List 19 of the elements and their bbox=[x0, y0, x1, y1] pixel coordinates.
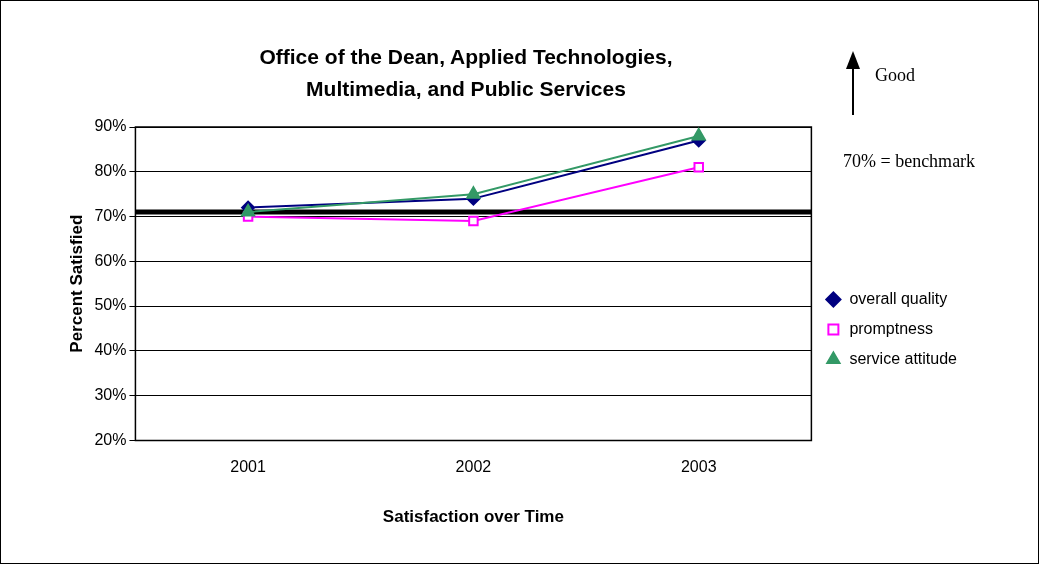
y-tick-label: 70% bbox=[94, 206, 127, 224]
y-tick-label: 90% bbox=[94, 117, 127, 135]
chart-title: Office of the Dean, Applied Technologies, Multimedia, and Public Services bbox=[258, 44, 674, 102]
x-tick-label: 2002 bbox=[455, 458, 492, 476]
x-axis-title: Satisfaction over Time bbox=[382, 507, 564, 527]
text: Good bbox=[875, 65, 915, 86]
y-tick-label: 20% bbox=[94, 430, 127, 448]
legend-label: promptness bbox=[849, 319, 933, 337]
x-tick-label: 2001 bbox=[230, 458, 266, 476]
x-tick-label: 2003 bbox=[680, 458, 717, 476]
y-tick-label: 40% bbox=[94, 341, 127, 359]
legend-label: overall quality bbox=[849, 289, 948, 307]
y-tick-label: 30% bbox=[94, 386, 127, 404]
text: 70% = benchmark bbox=[843, 151, 976, 172]
y-axis-title: Percent Satisfied bbox=[66, 214, 86, 353]
legend-label: service attitude bbox=[849, 349, 958, 367]
y-tick-label: 60% bbox=[94, 251, 127, 269]
y-tick-label: 80% bbox=[94, 162, 127, 180]
y-tick-label: 50% bbox=[94, 296, 127, 314]
